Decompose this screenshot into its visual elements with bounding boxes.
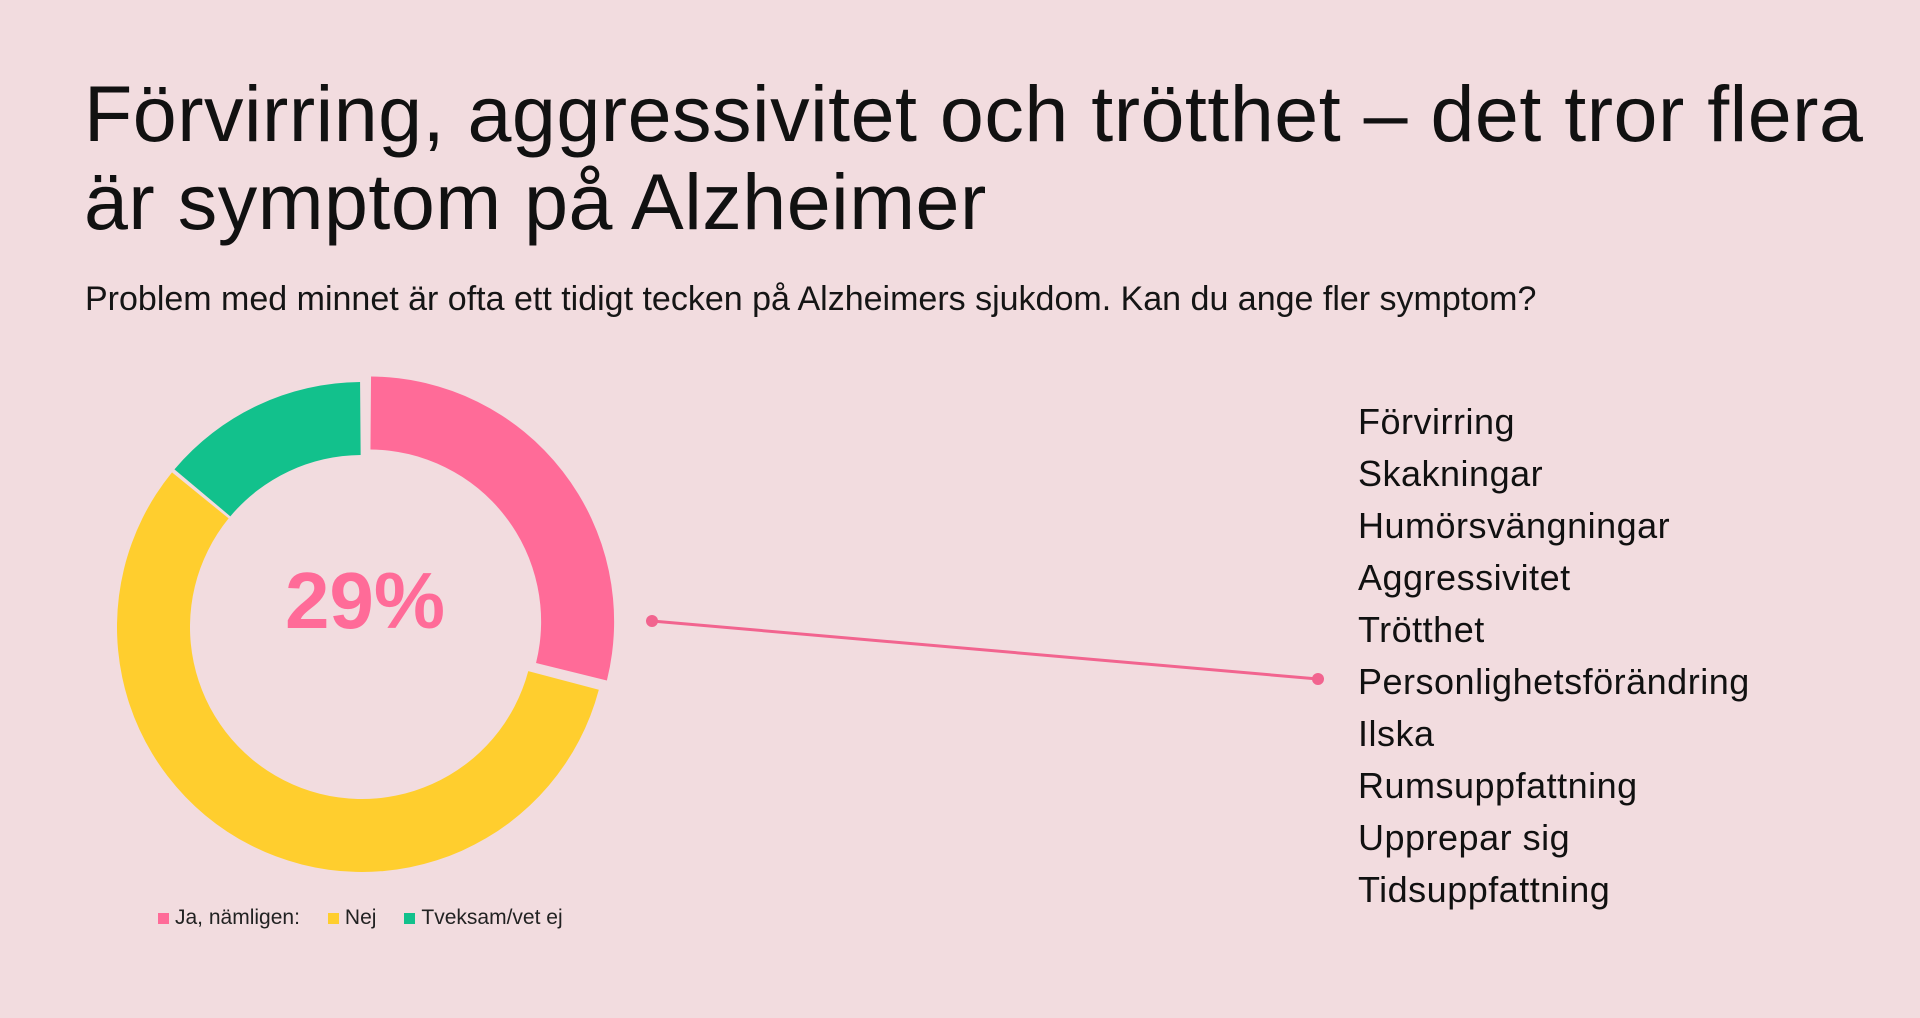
donut-slice-1 — [116, 472, 599, 873]
legend-item-tveksam: Tveksam/vet ej — [404, 906, 563, 930]
symptom-item: Förvirring — [1358, 401, 1516, 442]
symptom-list: Förvirring Skakningar Humörsvängningar A… — [1358, 396, 1750, 916]
legend-swatch-nej — [327, 912, 339, 924]
chart-title: Förvirring, aggressivitet och trötthet –… — [84, 69, 1864, 246]
legend-label-nej: Nej — [344, 906, 377, 929]
connector-line — [651, 619, 1319, 681]
symptom-item: Aggressivitet — [1358, 557, 1571, 598]
symptom-item: Humörsvängningar — [1358, 505, 1671, 546]
legend-label-tveksam: Tveksam/vet ej — [421, 906, 563, 929]
symptom-item: Tidsuppfattning — [1358, 869, 1611, 910]
annotation-connector — [646, 615, 1324, 685]
symptom-item: Upprepar sig — [1358, 817, 1571, 858]
chart-subtitle: Problem med minnet är ofta ett tidigt te… — [85, 280, 1537, 318]
legend-swatch-tveksam — [404, 912, 416, 924]
legend-label-ja: Ja, nämligen: — [175, 906, 300, 929]
donut-slice-0 — [370, 376, 615, 681]
symptom-item: Ilska — [1358, 713, 1435, 754]
symptom-item: Skakningar — [1358, 453, 1544, 494]
symptom-item: Rumsuppfattning — [1358, 765, 1638, 806]
legend-item-ja: Ja, nämligen: — [158, 906, 300, 930]
connector-start-dot — [646, 615, 658, 627]
donut-slice-2 — [174, 382, 361, 517]
legend-swatch-ja — [158, 912, 169, 924]
connector-end-dot — [1312, 673, 1324, 685]
symptom-item: Trötthet — [1358, 609, 1485, 650]
donut-slices — [116, 376, 615, 873]
chart-legend: Ja, nämligen: Nej Tveksam/vet ej — [158, 906, 563, 930]
center-percentage-label: 29% — [285, 556, 445, 645]
symptom-item: Personlighetsförändring — [1358, 661, 1750, 702]
legend-item-nej: Nej — [327, 906, 377, 930]
